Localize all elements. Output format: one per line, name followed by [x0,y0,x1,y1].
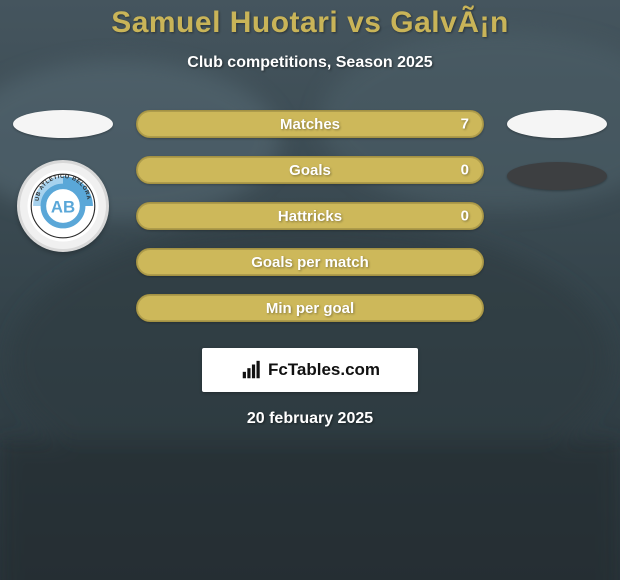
stat-bar: Goals per match [136,248,484,276]
stat-label: Matches [280,116,340,133]
attribution-badge: FcTables.com [202,348,418,392]
stat-value: 7 [461,116,469,133]
stat-bar: Min per goal [136,294,484,322]
page-title: Samuel Huotari vs GalvÃ¡n [0,0,620,40]
right-ellipse-bottom [507,162,607,190]
stat-value: 0 [461,208,469,225]
left-ellipse-placeholder [13,110,113,138]
stat-label: Min per goal [266,300,354,317]
stat-bar: Matches 7 [136,110,484,138]
attribution-text: FcTables.com [268,360,380,380]
stat-label: Goals per match [251,254,369,271]
stats-column: Matches 7 Goals 0 Hattricks 0 Goals per match M… [136,110,484,322]
left-column: AB CLUB ATLETICO BELGRANO [8,110,118,322]
club-logo-belgrano: AB CLUB ATLETICO BELGRANO [17,160,109,252]
stat-label: Hattricks [278,208,342,225]
bars-icon [240,359,262,381]
stat-label: Goals [289,162,331,179]
svg-text:AB: AB [51,198,75,217]
stat-bar: Hattricks 0 [136,202,484,230]
right-ellipse-top [507,110,607,138]
stat-bar: Goals 0 [136,156,484,184]
date-text: 20 february 2025 [247,410,373,428]
right-column [502,110,612,322]
stat-value: 0 [461,162,469,179]
subtitle: Club competitions, Season 2025 [0,54,620,72]
